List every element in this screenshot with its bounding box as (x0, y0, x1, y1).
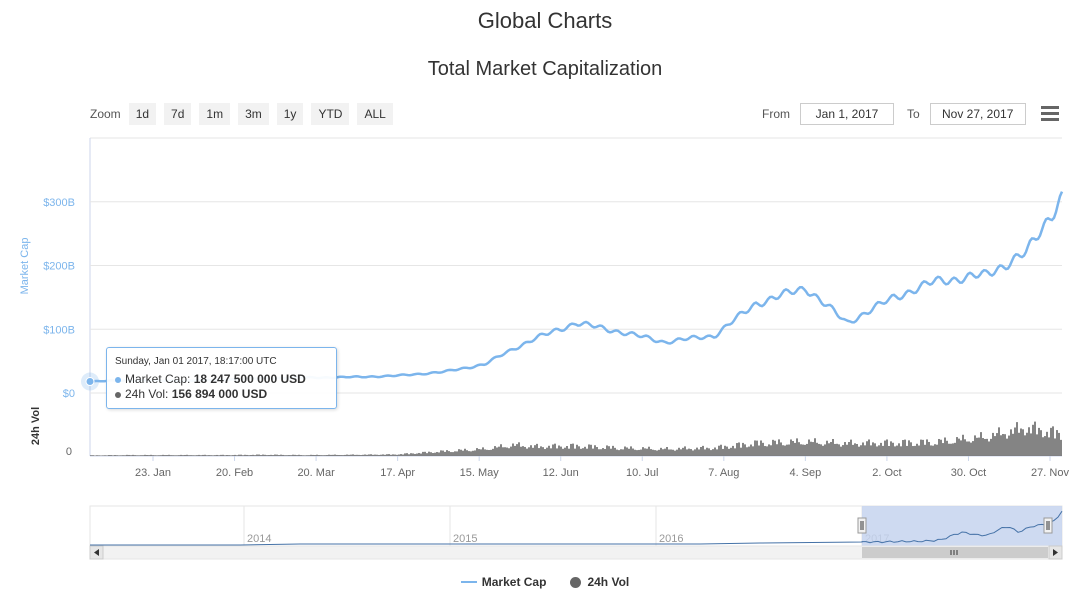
navigator-handle (857, 517, 867, 534)
x-tick-label: 4. Sep (789, 467, 821, 479)
x-tick-label: 20. Mar (297, 467, 335, 479)
to-date-input[interactable] (929, 103, 1026, 125)
chevron-right-icon (1053, 549, 1058, 556)
x-tick-label: 30. Oct (951, 467, 986, 479)
grid-layer (89, 137, 1062, 457)
zoom-bar: Zoom 1d 7d 1m 3m 1y YTD ALL (90, 103, 401, 125)
legend-item-market-cap[interactable]: Market Cap (460, 575, 547, 589)
navigator-year-label: 2015 (453, 533, 477, 545)
tooltip: Sunday, Jan 01 2017, 18:17:00 UTC Market… (106, 347, 337, 409)
to-label: To (907, 107, 920, 121)
volume-dot-icon (115, 391, 121, 398)
navigator-handle (1043, 517, 1053, 534)
y-tick-label: $0 (63, 388, 75, 400)
x-tick-label: 17. Apr (380, 467, 415, 479)
tooltip-market-cap-label: Market Cap: (125, 372, 191, 386)
tooltip-volume-row: 24h Vol: 156 894 000 USD (115, 387, 267, 401)
date-range: From To (762, 103, 1026, 125)
chart-title: Total Market Capitalization (427, 58, 663, 80)
legend-volume-label: 24h Vol (587, 575, 630, 589)
x-tick-label: 10. Jul (626, 467, 658, 479)
legend-item-volume[interactable]: 24h Vol (570, 575, 629, 589)
y-tick-label: $100B (43, 324, 75, 336)
zoom-3m-button[interactable]: 3m (238, 103, 269, 125)
zoom-all-button[interactable]: ALL (357, 103, 393, 125)
circle-swatch-icon (570, 576, 582, 588)
zoom-1y-button[interactable]: 1y (276, 103, 304, 125)
zoom-ytd-button[interactable]: YTD (311, 103, 350, 125)
navigator[interactable]: 2014201520162017 (89, 505, 1063, 560)
y-axis-label-volume: 24h Vol (30, 407, 42, 445)
axis-layer: $0 $100B $200B $300B Market Cap 0 24h Vol 23. J… (19, 197, 1069, 479)
tooltip-market-cap-row: Market Cap: 18 247 500 000 USD (115, 372, 306, 386)
x-tick-label: 23. Jan (135, 467, 171, 479)
page-title: Global Charts (477, 8, 613, 33)
navigator-year-label: 2014 (247, 533, 271, 545)
hamburger-menu-icon[interactable] (1041, 106, 1059, 122)
legend: Market Cap 24h Vol (0, 575, 1090, 589)
x-tick-label: 7. Aug (708, 467, 739, 479)
x-tick-label: 27. Nov (1031, 467, 1069, 479)
tooltip-date: Sunday, Jan 01 2017, 18:17:00 UTC (115, 356, 277, 367)
y-tick-label: 0 (66, 446, 72, 458)
y-tick-label: $200B (43, 261, 75, 273)
hover-point (85, 377, 95, 387)
x-tick-label: 12. Jun (543, 467, 579, 479)
x-tick-label: 15. May (460, 467, 500, 479)
zoom-1d-button[interactable]: 1d (128, 103, 157, 125)
tooltip-volume-label: 24h Vol: (125, 387, 169, 401)
volume-series (90, 421, 1062, 456)
navigator-line (90, 510, 1063, 546)
from-label: From (762, 107, 790, 121)
y-axis-label-market-cap: Market Cap (19, 238, 31, 295)
zoom-7d-button[interactable]: 7d (164, 103, 192, 125)
from-date-input[interactable] (800, 103, 894, 125)
market-cap-dot-icon (115, 376, 121, 383)
tooltip-volume-value: 156 894 000 USD (171, 387, 268, 401)
scrollbar-thumb (862, 547, 1048, 558)
y-tick-label: $300B (43, 197, 75, 209)
x-tick-label: 2. Oct (872, 467, 901, 479)
navigator-selection (862, 506, 1062, 546)
chevron-left-icon (94, 549, 99, 556)
line-swatch-icon (460, 581, 477, 583)
zoom-1m-button[interactable]: 1m (199, 103, 231, 125)
legend-market-cap-label: Market Cap (481, 575, 547, 589)
x-tick-label: 20. Feb (216, 467, 253, 479)
zoom-label: Zoom (90, 107, 121, 121)
navigator-year-label: 2016 (659, 533, 683, 545)
tooltip-market-cap-value: 18 247 500 000 USD (193, 372, 306, 386)
